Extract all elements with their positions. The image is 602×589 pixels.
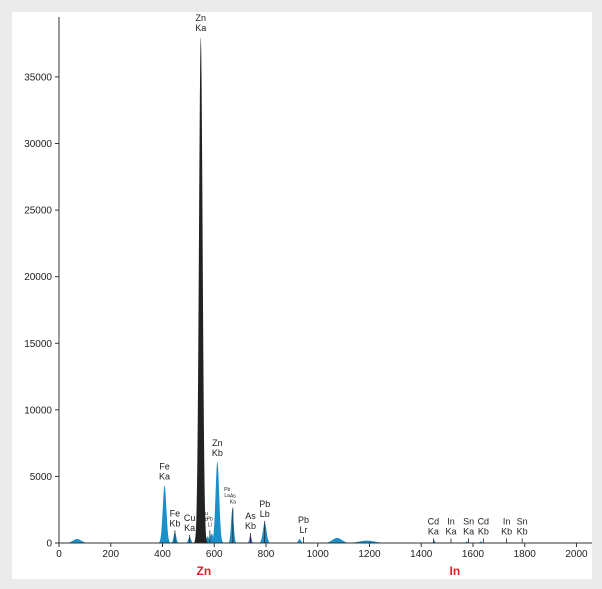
peak-label-as-kb-1: Kb <box>245 521 256 531</box>
peak-label-cd-ka-1: Ka <box>428 526 439 536</box>
y-tick-label-25000: 25000 <box>24 206 52 217</box>
element-label-in: In <box>450 564 461 578</box>
spectrum-peaks <box>60 36 484 543</box>
peak-label-sn-ka-0: Sn <box>463 516 474 526</box>
spectrum-peak-0-9 <box>227 509 238 543</box>
spectrum-peak-0-15 <box>431 540 438 543</box>
spectrum-peak-0-7 <box>205 533 218 543</box>
peak-label-in-ka-0: In <box>447 516 455 526</box>
xrf-spectrum-chart: 0 200 400 600 800 1000 1200 1400 1600 1800 2000050… <box>24 13 592 578</box>
peak-label-fe-ka-0: Fe <box>159 462 170 472</box>
spectrum-peak-0-8 <box>210 461 225 543</box>
peak-label-fe-ka-1: Ka <box>159 472 170 482</box>
spectrum-peak-0-0 <box>60 539 94 543</box>
x-tick-label-1000: 1000 <box>307 549 330 560</box>
spectrum-peak-0-14 <box>335 540 398 543</box>
axes: 0 200 400 600 800 1000 1200 1400 1600 1800 2000050… <box>24 17 592 560</box>
y-tick-label-35000: 35000 <box>24 72 52 83</box>
peak-label-as-ka-1: Ka <box>230 500 236 506</box>
x-tick-label-1200: 1200 <box>358 549 381 560</box>
spectrum-peak-0-13 <box>318 537 356 543</box>
peak-label-pb-lr-1: Lr <box>299 525 307 535</box>
x-tick-label-200: 200 <box>102 549 119 560</box>
peak-label-cd-kb-1: Kb <box>478 526 489 536</box>
peak-label-fe-kb-0: Fe <box>170 508 181 518</box>
peak-label-in-kb-1: Kb <box>501 526 512 536</box>
spectrum-peak-0-12 <box>294 539 305 543</box>
peak-label-pb-lb-0: Pb <box>259 499 270 509</box>
peak-label-cu-kb-0: Cu <box>201 511 208 517</box>
peak-label-as-ka-0: As <box>230 494 236 500</box>
y-tick-label-5000: 5000 <box>30 472 53 483</box>
x-tick-label-800: 800 <box>258 549 275 560</box>
x-tick-label-2000: 2000 <box>565 549 588 560</box>
element-labels: Zn In <box>197 564 461 578</box>
peak-label-pb-lr-0: Pb <box>298 515 309 525</box>
peak-label-zn-kb-0: Zn <box>212 438 223 448</box>
peak-label-sn-kb-1: Kb <box>517 526 528 536</box>
y-tick-label-20000: 20000 <box>24 272 52 283</box>
spectrum-peak-0-16 <box>463 541 470 543</box>
peak-label-cd-ka-0: Cd <box>428 516 440 526</box>
x-tick-label-1800: 1800 <box>514 549 537 560</box>
peak-label-zn-kb-1: Kb <box>212 448 223 458</box>
x-tick-label-600: 600 <box>206 549 223 560</box>
spectrum-peak-0-17 <box>477 541 484 543</box>
peak-label-pb-ll-0: Pb <box>207 516 213 522</box>
peak-label-pb-la-1: La <box>224 493 230 499</box>
spectrum-peak-0-6 <box>202 536 213 543</box>
y-tick-label-10000: 10000 <box>24 405 52 416</box>
x-tick-label-1600: 1600 <box>462 549 485 560</box>
peak-label-cd-kb-0: Cd <box>478 516 490 526</box>
spectrum-peak-1-0 <box>193 36 209 543</box>
spectrum-peak-0-1 <box>157 485 172 543</box>
peak-label-cu-kb-1: Kb <box>202 517 208 523</box>
element-label-zn: Zn <box>197 564 212 578</box>
x-tick-label-400: 400 <box>154 549 171 560</box>
peak-label-sn-kb-0: Sn <box>517 516 528 526</box>
y-tick-label-0: 0 <box>46 539 52 550</box>
x-tick-label-0: 0 <box>56 549 62 560</box>
peak-label-pb-la-0: Pb <box>224 487 230 493</box>
y-tick-label-15000: 15000 <box>24 339 52 350</box>
peak-label-as-kb-0: As <box>245 511 256 521</box>
x-tick-label-1400: 1400 <box>410 549 433 560</box>
y-tick-label-30000: 30000 <box>24 139 52 150</box>
peak-label-sn-ka-1: Ka <box>463 526 474 536</box>
peak-label-fe-kb-1: Kb <box>169 518 180 528</box>
peak-label-pb-ll-1: Ll <box>208 522 212 528</box>
peak-label-cu-ka-1: Ka <box>184 523 195 533</box>
peak-label-in-ka-1: Ka <box>445 526 456 536</box>
peak-label-pb-lb-1: Lb <box>260 509 270 519</box>
chart-panel: 0 200 400 600 800 1000 1200 1400 1600 1800 2000 0 50… <box>12 12 592 579</box>
peak-label-cu-ka-0: Cu <box>184 513 196 523</box>
peak-label-zn-ka-0: Zn <box>196 13 207 23</box>
peak-label-zn-ka-1: Ka <box>195 23 206 33</box>
peak-label-in-kb-0: In <box>503 516 511 526</box>
